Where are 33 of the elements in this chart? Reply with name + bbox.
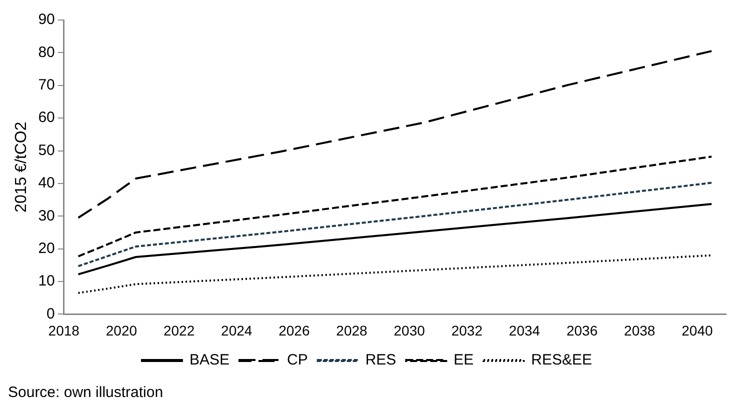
legend-label: EE — [454, 352, 474, 369]
y-tick-label: 70 — [38, 76, 55, 94]
x-tick-label: 2038 — [624, 322, 656, 338]
legend-label: BASE — [189, 352, 230, 369]
y-tick-label: 30 — [38, 207, 55, 224]
line-series — [77, 50, 713, 219]
x-tick-label: 2034 — [508, 322, 540, 338]
x-tick-label: 2024 — [221, 322, 252, 338]
x-tick-label: 2026 — [278, 322, 310, 338]
legend-label: RES — [365, 352, 396, 369]
y-tick-label: 60 — [38, 109, 55, 126]
x-tick-label: 2028 — [336, 322, 368, 338]
x-tick-label: 2040 — [682, 322, 713, 338]
y-axis-title: 2015 €/tCO2 — [13, 122, 30, 212]
x-tick-label: 2022 — [163, 322, 195, 338]
x-tick-label: 2030 — [394, 322, 426, 338]
x-tick-label: 2032 — [451, 322, 483, 338]
y-tick-label: 80 — [38, 44, 55, 61]
y-tick-label: 20 — [38, 240, 55, 257]
y-tick-label: 50 — [38, 142, 55, 159]
x-tick-label: 2018 — [48, 322, 80, 338]
y-tick-label: 40 — [38, 174, 55, 192]
legend-label: CP — [286, 352, 308, 369]
legend-label: RES&EE — [531, 352, 592, 369]
line-series — [77, 254, 713, 294]
x-tick-label: 2020 — [106, 322, 138, 338]
y-tick-label: 90 — [38, 11, 55, 28]
line-series — [77, 156, 713, 258]
x-tick-label: 2036 — [566, 322, 598, 338]
source-note: Source: own illustration — [8, 384, 164, 401]
y-tick-label: 10 — [38, 272, 55, 290]
line-series — [77, 182, 713, 268]
y-tick-label: 0 — [46, 305, 55, 322]
